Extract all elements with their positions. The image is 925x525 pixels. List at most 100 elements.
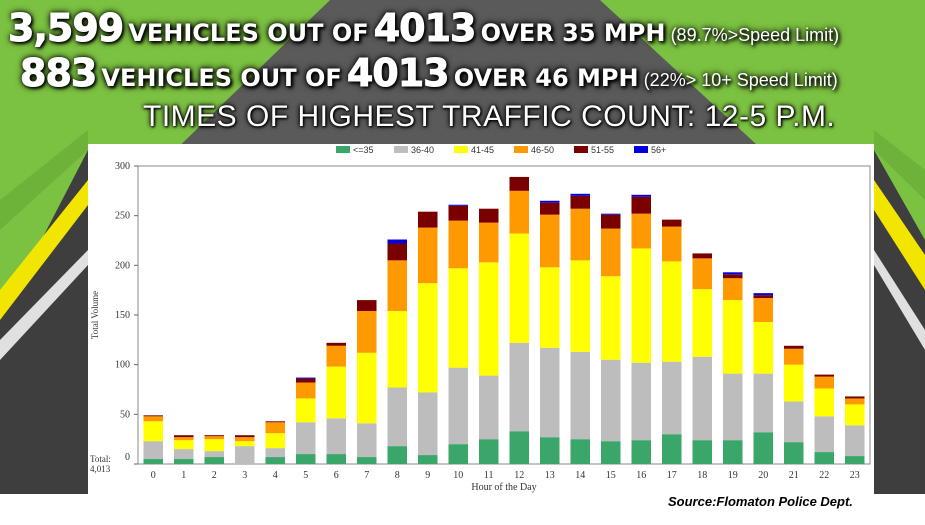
bar-segment (326, 366, 347, 419)
bar-segment (295, 377, 316, 379)
bar-segment (814, 388, 835, 417)
x-tick-label: 22 (819, 470, 829, 481)
headline-1-tail: over 35 mph (480, 19, 666, 47)
x-tick-label: 11 (484, 470, 494, 481)
legend-swatch (336, 146, 350, 153)
bar-segment (234, 446, 255, 464)
bar-segment (783, 442, 804, 464)
bar-segment (570, 439, 591, 464)
right-white-edge (874, 250, 925, 350)
bar-segment (539, 437, 560, 464)
bar-segment (570, 195, 591, 209)
bar-segment (143, 459, 164, 464)
x-tick-label: 16 (636, 470, 646, 481)
bar-segment (844, 398, 865, 405)
headline-1-count: 3,599 (7, 6, 124, 51)
bar-segment (783, 348, 804, 365)
bar-segment (539, 267, 560, 348)
bar-segment (753, 293, 774, 296)
bar-segment (234, 437, 255, 442)
legend-swatch (514, 146, 528, 153)
total-label: Total: (90, 454, 111, 464)
bar-segment (661, 361, 682, 435)
bar-segment (600, 441, 621, 464)
bar-segment (692, 356, 713, 441)
bar-segment (509, 342, 530, 432)
y-tick-label: 150 (115, 310, 130, 321)
x-tick-label: 23 (850, 470, 860, 481)
bar-segment (722, 274, 743, 279)
bar-segment (692, 253, 713, 259)
bar-segment (173, 459, 194, 464)
legend-label: 41-45 (471, 145, 494, 155)
bar-segment (448, 444, 469, 464)
legend-label: 51-55 (591, 145, 614, 155)
chart-panel: 0 50 100 150 200 250 300 Total: 4,013 Total Volum… (88, 144, 874, 494)
headline-2-mid: vehicles out of (101, 64, 342, 92)
bar-segment (600, 213, 621, 215)
bar-segment (722, 278, 743, 301)
bar-segment (631, 362, 652, 441)
bar-segment (631, 196, 652, 214)
bar-segment (844, 396, 865, 399)
bar-segment (753, 298, 774, 322)
bar-segment (814, 416, 835, 453)
bar-segment (753, 295, 774, 299)
bar-segment (234, 441, 255, 447)
bar-segment (600, 228, 621, 277)
headline-2-total: 4013 (346, 51, 450, 96)
bar-segment (326, 454, 347, 464)
bar-segment (448, 204, 469, 206)
bar-segment (570, 351, 591, 440)
bar-segment (326, 345, 347, 367)
bar-segment (631, 213, 652, 249)
x-tick-label: 18 (697, 470, 707, 481)
bar-segment (753, 432, 774, 464)
bar-segment (265, 448, 286, 458)
y-tick-label: 250 (115, 211, 130, 222)
bar-segment (631, 194, 652, 197)
bar-segment (143, 416, 164, 422)
bar-segment (448, 268, 469, 368)
bar-segment (814, 452, 835, 464)
legend-swatch (454, 146, 468, 153)
x-tick-label: 19 (728, 470, 738, 481)
headline-1-total: 4013 (373, 6, 477, 51)
bar-segment (143, 421, 164, 442)
bar-segment (478, 439, 499, 464)
bar-segment (387, 311, 408, 388)
x-tick-label: 15 (606, 470, 616, 481)
headline-1-mid: vehicles out of (128, 19, 369, 47)
source-credit: Source:Flomaton Police Dept. (668, 494, 853, 509)
bar-segment (173, 437, 194, 441)
bar-segment (478, 222, 499, 263)
bar-segment (295, 382, 316, 399)
headline-1-note: (89.7%>Speed Limit) (670, 25, 840, 45)
y-tick-label: 50 (120, 409, 130, 420)
bar-segment (631, 248, 652, 363)
y-axis-label: Total Volume (90, 291, 100, 339)
bar-segment (265, 433, 286, 449)
bar-segment (722, 373, 743, 441)
bar-segment (234, 435, 255, 438)
bar-segment (295, 422, 316, 455)
bar-segment (356, 352, 377, 424)
bar-segment (478, 262, 499, 376)
headline-2-tail: over 46 mph (453, 64, 639, 92)
bar-segment (356, 300, 377, 312)
bar-segment (661, 226, 682, 262)
x-tick-label: 20 (758, 470, 768, 481)
bar-segment (417, 283, 438, 393)
x-tick-label: 0 (151, 470, 156, 481)
x-tick-label: 4 (273, 470, 278, 481)
bar-segment (204, 451, 225, 458)
x-tick-label: 6 (334, 470, 339, 481)
legend-swatch (574, 146, 588, 153)
legend-label: 56+ (651, 145, 666, 155)
bar-segment (509, 190, 530, 234)
bar-segment (844, 456, 865, 464)
bar-segment (570, 208, 591, 261)
bar-segment (173, 435, 194, 438)
x-tick-label: 12 (514, 470, 524, 481)
